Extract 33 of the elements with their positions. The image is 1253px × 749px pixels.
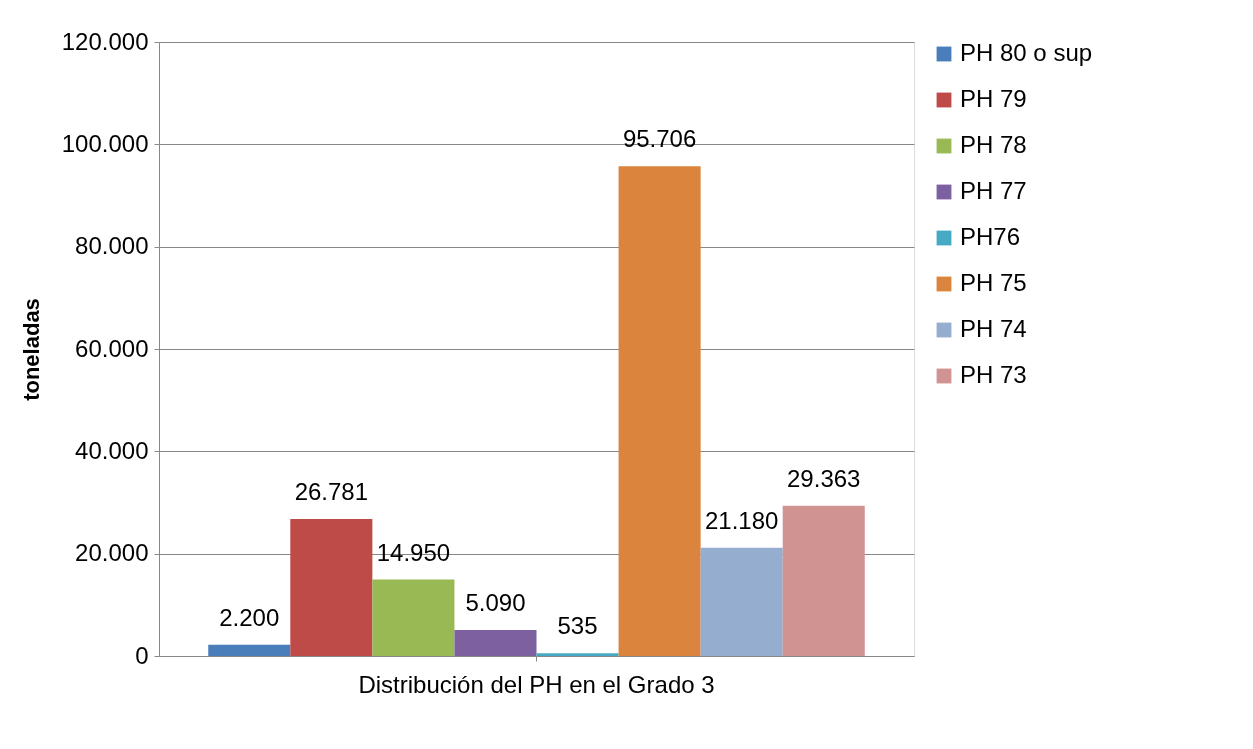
bar [618,166,701,656]
legend-label: PH 78 [960,131,1027,158]
bar [782,505,865,656]
data-label: 26.781 [294,477,369,505]
legend-label: PH 73 [960,361,1027,388]
bar [208,644,291,656]
y-tick-label: 100.000 [61,129,149,157]
bar [454,629,537,656]
legend-label: PH 77 [960,177,1027,204]
legend-label: PH 74 [960,315,1027,342]
y-axis-title: toneladas [18,298,44,401]
data-label: 535 [557,612,598,640]
y-tick-label: 60.000 [75,334,149,362]
y-tick-label: 40.000 [75,436,149,464]
bar [372,579,455,656]
data-label: 2.200 [219,603,280,631]
x-tick-label: Distribución del PH en el Grado 3 [358,670,715,698]
bar [536,653,619,656]
legend-label: PH 79 [960,85,1027,112]
data-label: 14.950 [376,538,451,566]
y-tick-label: 80.000 [75,232,149,260]
data-label: 29.363 [787,464,861,492]
data-label: 21.180 [704,506,779,534]
bar [290,518,373,656]
legend-label: PH 80 o sup [960,39,1093,66]
y-tick-label: 20.000 [75,539,149,567]
data-label: 5.090 [465,588,526,616]
data-label: 95.706 [622,125,697,153]
y-tick-label: 0 [135,641,149,669]
legend-label: PH 75 [960,269,1027,296]
bar [700,547,783,656]
legend-label: PH76 [960,223,1021,250]
y-tick-label: 120.000 [61,27,149,55]
